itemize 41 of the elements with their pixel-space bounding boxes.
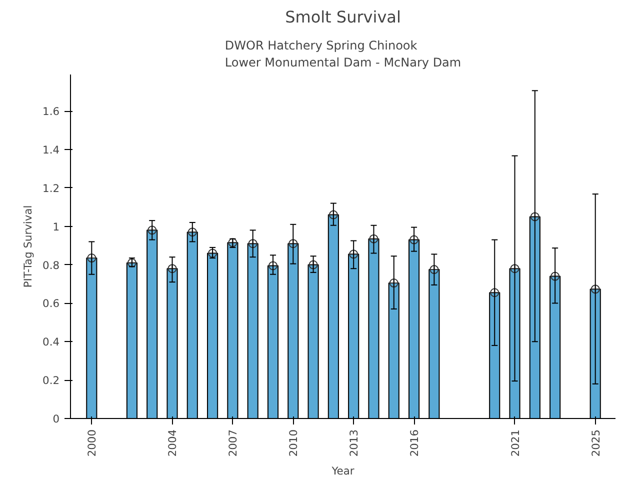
point (490, 288, 500, 298)
point (369, 234, 378, 244)
point (248, 239, 258, 248)
point (389, 278, 398, 288)
y-tick-label: 0.8 (42, 258, 60, 272)
y-tick-label: 0.6 (42, 297, 60, 310)
point (168, 264, 177, 274)
point (308, 260, 318, 270)
point (349, 250, 358, 259)
point (268, 261, 278, 270)
point (430, 265, 439, 274)
y-tick-label: 1.4 (42, 143, 60, 156)
x-tick-label: 2013 (348, 429, 361, 457)
x-tick-label: 2000 (86, 429, 99, 457)
point (188, 228, 197, 237)
x-axis-title: Year (330, 464, 355, 478)
point (208, 248, 218, 258)
y-tick-label: 0.4 (42, 336, 60, 349)
x-tick-label: 2025 (589, 429, 602, 457)
chart-title: Smolt Survival (285, 8, 401, 26)
y-axis-title: PIT-Tag Survival (22, 205, 35, 288)
point (410, 235, 419, 244)
x-tick-label: 2004 (166, 429, 180, 457)
y-tick-label: 0.2 (42, 374, 60, 388)
point (87, 254, 96, 263)
point (590, 284, 600, 294)
y-tick-label: 1.6 (42, 105, 60, 118)
y-tick-label: 1 (52, 220, 60, 234)
point (328, 210, 338, 220)
chart-subtitle: DWOR Hatchery Spring Chinook Lower Monumental Dam - McNary Dam (224, 38, 462, 70)
y-tick-label: 1.2 (42, 182, 60, 195)
point (148, 226, 157, 235)
y-tick-label: 0 (52, 412, 60, 426)
x-tick-label: 2007 (226, 429, 240, 457)
point (550, 272, 560, 281)
point (510, 264, 520, 274)
x-tick-label: 2016 (408, 429, 422, 457)
x-tick-label: 2010 (287, 429, 300, 457)
point (530, 212, 540, 222)
x-tick-label: 2021 (508, 429, 522, 457)
point (288, 239, 298, 248)
